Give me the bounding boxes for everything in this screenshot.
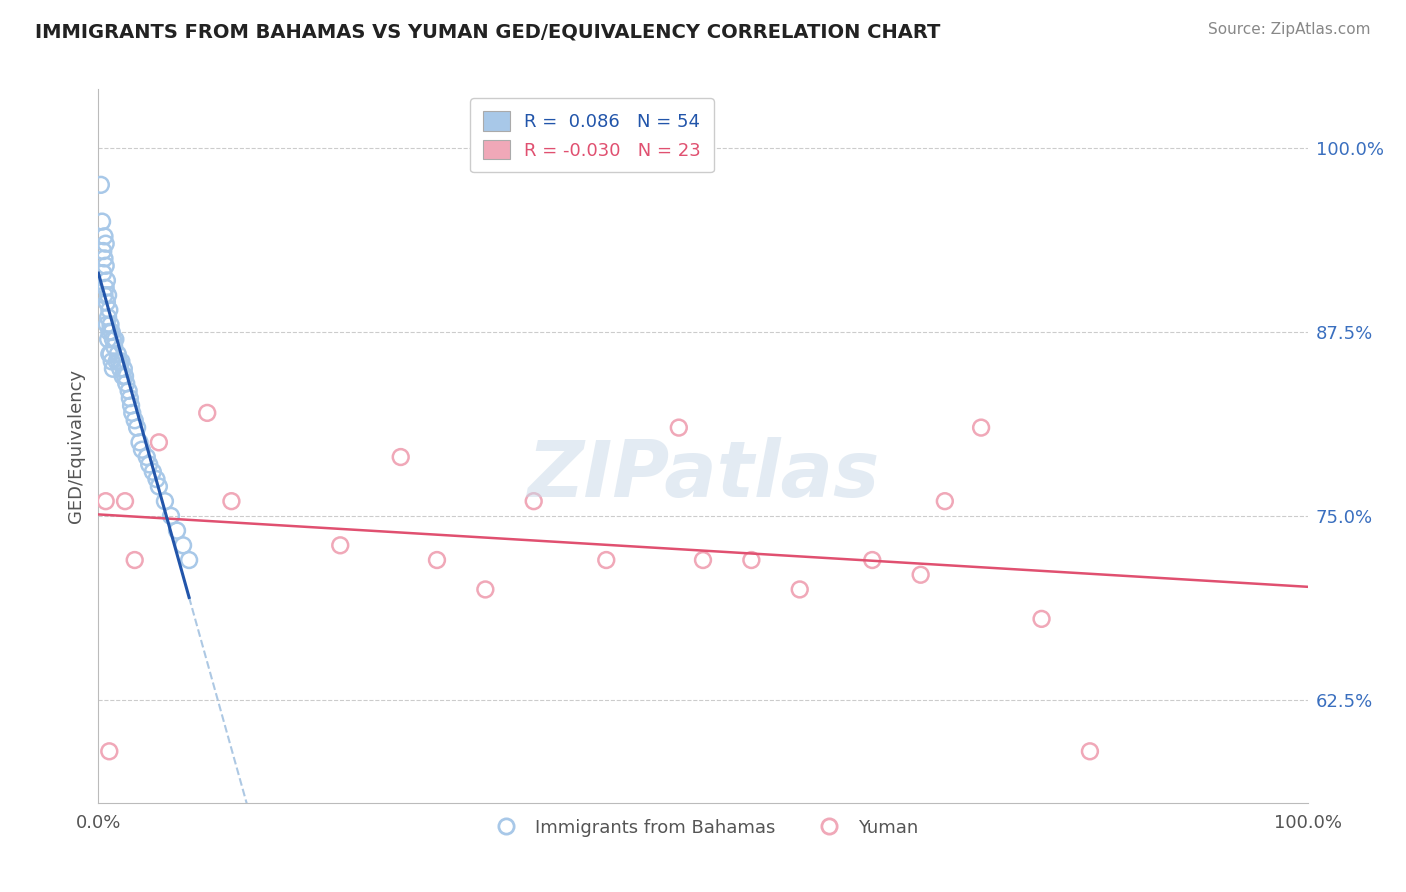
Point [96,318,118,332]
Point [127,420,149,434]
Point [100,347,122,361]
Point [111,369,134,384]
Point [179,553,201,567]
Point [692,553,714,567]
Point [389,450,412,464]
Point [97,332,120,346]
Point [934,494,956,508]
Point [108,354,131,368]
Point [93,288,115,302]
Point [142,465,165,479]
Point [91,266,114,280]
Point [114,494,136,508]
Point [668,420,690,434]
Point [138,458,160,472]
Point [97,288,120,302]
Point [112,361,135,376]
Point [1078,744,1101,758]
Point [90,178,112,192]
Point [101,332,124,346]
Point [172,538,194,552]
Point [107,347,129,361]
Point [148,479,170,493]
Point [96,295,118,310]
Point [97,310,120,325]
Point [221,494,243,508]
Point [523,494,546,508]
Point [160,508,183,523]
Point [103,340,125,354]
Point [101,361,124,376]
Point [98,347,121,361]
Legend: Immigrants from Bahamas, Yuman: Immigrants from Bahamas, Yuman [481,812,925,844]
Point [91,214,114,228]
Point [124,553,146,567]
Point [329,538,352,552]
Point [105,354,128,368]
Point [740,553,762,567]
Point [153,494,176,508]
Point [474,582,496,597]
Point [98,302,121,317]
Point [595,553,617,567]
Point [124,413,146,427]
Text: ZIPatlas: ZIPatlas [527,436,879,513]
Point [148,435,170,450]
Point [91,244,114,258]
Point [195,406,218,420]
Point [121,406,143,420]
Point [115,376,138,391]
Point [100,354,122,368]
Point [970,420,993,434]
Point [128,435,150,450]
Point [131,442,153,457]
Point [94,236,117,251]
Point [910,567,932,582]
Point [93,252,115,266]
Point [94,281,117,295]
Point [426,553,449,567]
Point [135,450,157,464]
Text: Source: ZipAtlas.com: Source: ZipAtlas.com [1208,22,1371,37]
Point [118,384,141,398]
Point [166,524,188,538]
Text: IMMIGRANTS FROM BAHAMAS VS YUMAN GED/EQUIVALENCY CORRELATION CHART: IMMIGRANTS FROM BAHAMAS VS YUMAN GED/EQU… [35,22,941,41]
Point [100,325,122,339]
Point [789,582,811,597]
Point [108,361,131,376]
Point [1031,612,1053,626]
Y-axis label: GED/Equivalency: GED/Equivalency [66,369,84,523]
Point [96,273,118,287]
Point [120,399,142,413]
Point [94,259,117,273]
Point [118,391,141,405]
Point [114,369,136,384]
Point [100,318,122,332]
Point [110,354,132,368]
Point [860,553,883,567]
Point [145,472,167,486]
Point [94,494,117,508]
Point [98,744,121,758]
Point [98,325,121,339]
Point [104,332,127,346]
Point [93,229,115,244]
